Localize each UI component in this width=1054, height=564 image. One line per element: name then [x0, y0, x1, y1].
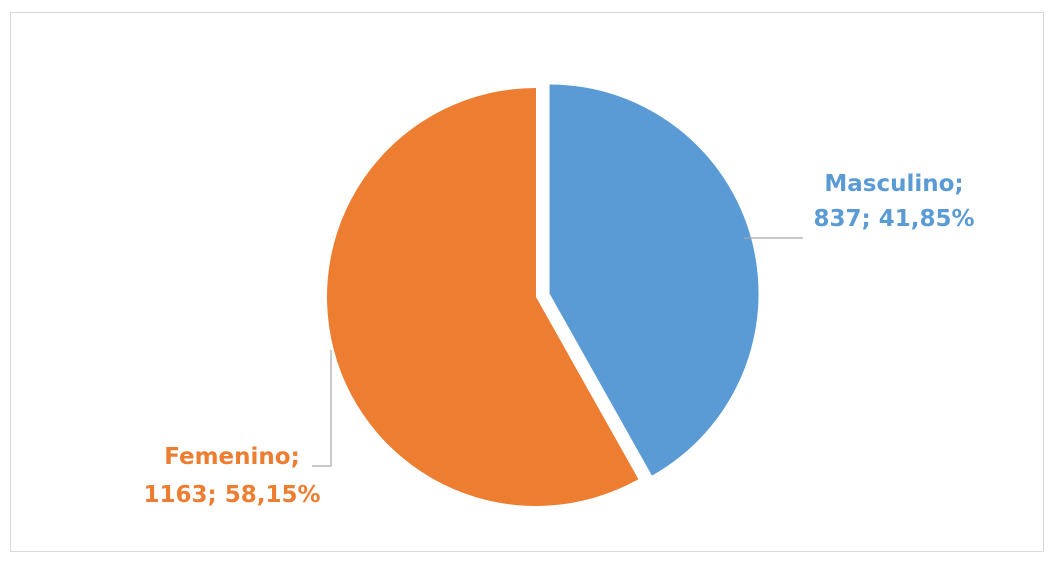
- label-femenino-name: Femenino;: [164, 444, 300, 470]
- pie-slice-femenino: [327, 88, 639, 507]
- leader-line-femenino: [312, 350, 332, 467]
- label-femenino-values: 1163; 58,15%: [143, 482, 320, 508]
- pie-slices: [327, 84, 759, 507]
- leader-lines: [312, 237, 803, 467]
- label-masculino-name: Masculino;: [824, 171, 963, 197]
- label-masculino-values: 837; 41,85%: [813, 206, 974, 232]
- pie-slice-masculino: [549, 84, 759, 476]
